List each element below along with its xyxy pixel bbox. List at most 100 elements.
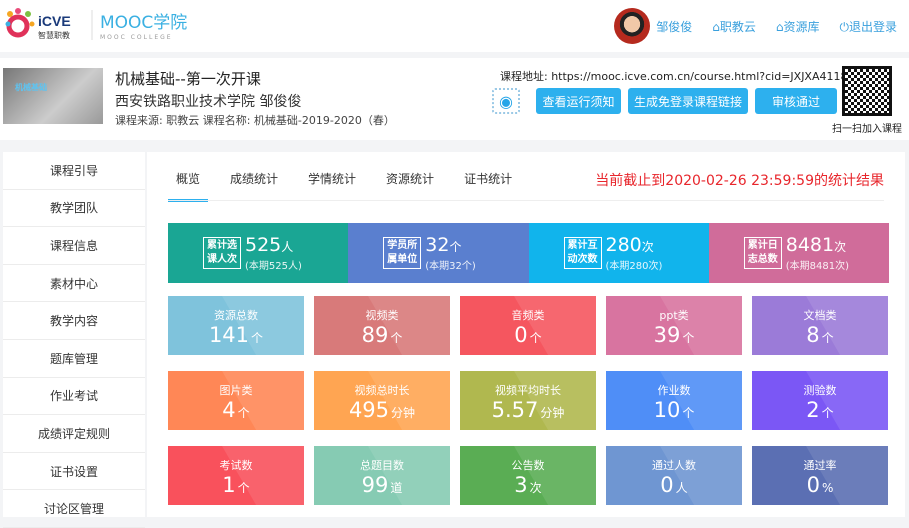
zhijiaoyun-link[interactable]: ⌂职教云 <box>712 18 756 35</box>
tab-learning[interactable]: 学情统计 <box>308 172 357 186</box>
stat-card-value: 10 个 <box>606 398 742 425</box>
stat-card-number: 0 <box>514 323 528 347</box>
stat-card-number: 5.57 <box>491 398 539 422</box>
svg-text:MOOC学院: MOOC学院 <box>100 13 187 33</box>
summary-cell: 累计选课人次 525人 (本期525人) <box>168 223 349 283</box>
tab-overview[interactable]: 概览 <box>168 170 209 202</box>
summary-unit: 个 <box>449 239 462 254</box>
stat-card-unit: 个 <box>237 481 250 495</box>
stat-card-label: 通过率 <box>803 459 837 472</box>
course-meta: 课程来源: 职教云 课程名称: 机械基础-2019-2020（春） <box>115 114 395 127</box>
stat-card-number: 39 <box>653 323 681 347</box>
stat-card-value: 39 个 <box>606 323 742 350</box>
sidebar-item-content[interactable]: 教学内容 <box>3 302 145 340</box>
stat-card-value: 5.57 分钟 <box>460 398 596 425</box>
stat-card-unit: 个 <box>682 406 695 420</box>
qr-label: 扫一扫加入课程 <box>832 124 902 135</box>
svg-text:iCVE: iCVE <box>38 13 71 29</box>
qr-code <box>842 66 892 116</box>
sidebar-item-discussion[interactable]: 讨论区管理 <box>3 490 145 528</box>
stat-card-number: 495 <box>348 398 390 422</box>
summary-cell: 累计日志总数 8481次 (本期8481次) <box>708 223 889 283</box>
sidebar-item-info[interactable]: 课程信息 <box>3 227 145 265</box>
stat-card-number: 1 <box>222 473 236 497</box>
sidebar-item-team[interactable]: 教学团队 <box>3 190 145 228</box>
logout-link[interactable]: ⏻退出登录 <box>839 18 897 35</box>
thumbnail-text: 机械基础 <box>15 83 47 92</box>
stat-card: ppt类 39 个 <box>606 296 742 355</box>
stat-card-number: 4 <box>222 398 236 422</box>
summary-value: 525人 <box>245 235 302 257</box>
stat-card-unit: 道 <box>390 481 403 495</box>
stat-card: 作业数 10 个 <box>606 371 742 430</box>
stat-card-number: 0 <box>660 473 674 497</box>
user-name-link[interactable]: 邹俊俊 <box>656 19 693 34</box>
svg-text:智慧职教: 智慧职教 <box>38 30 70 40</box>
generate-link-button[interactable]: 生成免登录课程链接 <box>628 88 748 114</box>
stat-card-label: 资源总数 <box>214 309 258 322</box>
summary-unit: 次 <box>641 239 654 254</box>
course-url: 课程地址: https://mooc.icve.com.cn/course.ht… <box>500 70 862 83</box>
course-info-panel: 机械基础 机械基础--第一次开课 西安铁路职业技术学院 邹俊俊 课程来源: 职教… <box>0 58 909 140</box>
stat-card: 视频类 89 个 <box>314 296 450 355</box>
sidebar-item-grading-rules[interactable]: 成绩评定规则 <box>3 415 145 453</box>
sidebar-item-guide[interactable]: 课程引导 <box>3 152 145 190</box>
logout-label: 退出登录 <box>848 19 897 34</box>
summary-label: 累计互动次数 <box>563 237 602 269</box>
tab-certificates[interactable]: 证书统计 <box>464 172 513 186</box>
summary-sub: (本期32个) <box>425 260 476 272</box>
stat-card-number: 2 <box>806 398 820 422</box>
summary-unit: 人 <box>281 239 294 254</box>
sidebar-item-homework-exam[interactable]: 作业考试 <box>3 378 145 416</box>
stat-card: 资源总数 141 个 <box>168 296 304 355</box>
tab-grades[interactable]: 成绩统计 <box>230 172 279 186</box>
stat-card: 总题目数 99 道 <box>314 446 450 505</box>
stat-card-unit: 人 <box>675 481 688 495</box>
summary-unit: 次 <box>834 239 847 254</box>
stat-card-label: 通过人数 <box>652 459 696 472</box>
stat-card-label: 视频总时长 <box>354 384 410 397</box>
stat-card-unit: 个 <box>821 406 834 420</box>
tab-resources[interactable]: 资源统计 <box>386 172 435 186</box>
sidebar-item-materials[interactable]: 素材中心 <box>3 265 145 303</box>
stat-card-label: 考试数 <box>219 459 253 472</box>
view-notice-button[interactable]: 查看运行须知 <box>536 88 621 114</box>
stat-card-number: 8 <box>806 323 820 347</box>
stat-card-label: 视频平均时长 <box>495 384 561 397</box>
stat-card-value: 99 道 <box>314 473 450 500</box>
zhijiaoyun-label: 职教云 <box>719 19 756 34</box>
stat-card-unit: 个 <box>251 331 264 345</box>
tab-divider <box>168 200 884 201</box>
stat-card-number: 99 <box>361 473 389 497</box>
stat-card-unit: 个 <box>529 331 542 345</box>
svg-text:MOOC COLLEGE: MOOC COLLEGE <box>100 34 173 41</box>
approve-button[interactable]: 审核通过 <box>755 88 837 114</box>
stat-card-unit: 个 <box>390 331 403 345</box>
resource-library-link[interactable]: ⌂资源库 <box>776 18 820 35</box>
summary-value: 32个 <box>425 235 476 257</box>
summary-number: 280 <box>605 233 642 256</box>
sidebar-item-certificate[interactable]: 证书设置 <box>3 453 145 491</box>
user-avatar[interactable] <box>614 8 651 44</box>
summary-sub: (本期8481次) <box>785 260 850 272</box>
stat-card-value: 0% <box>752 473 888 500</box>
icve-mooc-logo[interactable]: iCVE 智慧职教 MOOC学院 MOOC COLLEGE <box>4 6 194 44</box>
summary-number: 8481 <box>785 233 835 256</box>
summary-cell: 累计互动次数 280次 (本期280次) <box>528 223 709 283</box>
stat-card-number: 0 <box>806 473 820 497</box>
eye-icon[interactable]: ◉ <box>492 88 520 114</box>
stat-card: 通过率 0% <box>752 446 888 505</box>
sidebar-item-question-bank[interactable]: 题库管理 <box>3 340 145 378</box>
